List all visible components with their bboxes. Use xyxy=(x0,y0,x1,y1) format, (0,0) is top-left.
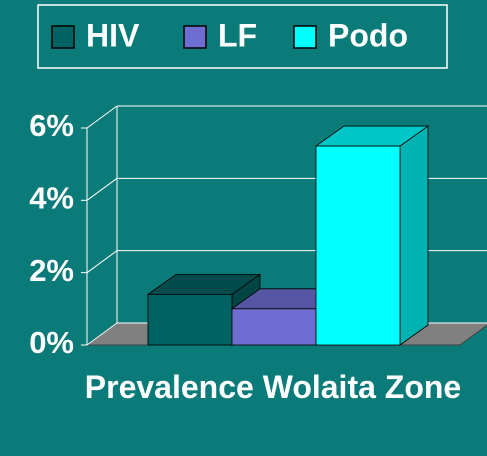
grid-line xyxy=(86,177,118,201)
y-tick-label: 2% xyxy=(29,253,74,288)
legend-label: LF xyxy=(218,17,257,53)
bar xyxy=(147,293,233,346)
grid-line xyxy=(86,250,118,274)
grid-line xyxy=(86,105,118,129)
y-tick-label: 0% xyxy=(29,325,74,360)
bar-side xyxy=(399,125,429,346)
x-tick-label: Prevalence Wolaita Zone xyxy=(84,369,462,405)
legend-label: Podo xyxy=(328,17,408,53)
bar xyxy=(315,145,401,346)
legend-box xyxy=(37,4,448,69)
y-tick-label: 4% xyxy=(29,181,74,216)
legend-swatch xyxy=(183,25,207,49)
legend-swatch xyxy=(51,25,75,49)
bar xyxy=(231,308,317,346)
legend-swatch xyxy=(293,25,317,49)
y-tick-label: 6% xyxy=(29,108,74,143)
legend-label: HIV xyxy=(86,17,140,53)
grid-line xyxy=(86,322,118,346)
